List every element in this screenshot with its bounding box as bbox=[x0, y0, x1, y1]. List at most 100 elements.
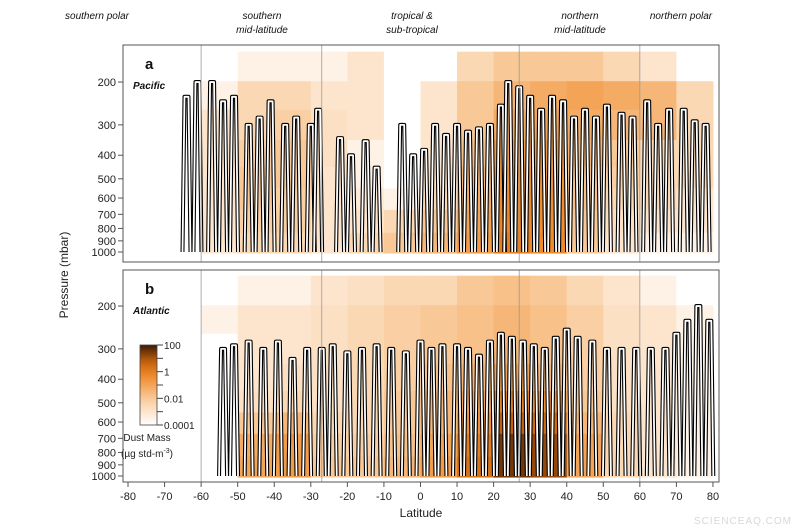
y-tick-label: 1000 bbox=[92, 471, 116, 483]
watermark: SCIENCEAQ.COM bbox=[694, 516, 792, 527]
flight-profile bbox=[291, 116, 302, 253]
flight-profile bbox=[591, 116, 601, 253]
x-tick-label: 70 bbox=[670, 491, 682, 503]
flight-profile bbox=[463, 347, 473, 477]
heatmap-cell bbox=[347, 51, 385, 82]
heatmap-cell bbox=[639, 333, 677, 365]
flight-profile bbox=[243, 340, 254, 477]
y-tick-label: 900 bbox=[98, 460, 116, 472]
flight-profile bbox=[700, 123, 711, 253]
heatmap-cell bbox=[237, 51, 275, 82]
heatmap-cell bbox=[347, 275, 385, 306]
heatmap-cell bbox=[274, 51, 312, 82]
flight-profile bbox=[602, 104, 612, 253]
region-label: tropical & bbox=[391, 11, 433, 22]
x-tick-label: -40 bbox=[266, 491, 282, 503]
ocean-label: Pacific bbox=[133, 81, 166, 92]
heatmap-cell bbox=[639, 305, 677, 335]
x-tick-label: 40 bbox=[561, 491, 573, 503]
heatmap-cell bbox=[603, 305, 641, 335]
y-tick-label: 400 bbox=[98, 374, 116, 386]
heatmap-cell bbox=[237, 412, 275, 435]
flight-profile bbox=[342, 351, 353, 477]
flight-profile bbox=[631, 347, 642, 477]
y-tick-label: 300 bbox=[98, 120, 116, 132]
flight-profile bbox=[485, 123, 495, 253]
flight-profile bbox=[426, 347, 437, 477]
x-tick-label: 0 bbox=[417, 491, 423, 503]
flight-profile bbox=[437, 344, 448, 477]
y-tick-label: 600 bbox=[98, 417, 116, 429]
flight-profile bbox=[664, 108, 674, 253]
region-label: northern bbox=[561, 11, 599, 22]
flight-profile bbox=[192, 81, 203, 253]
plot-frame bbox=[122, 44, 720, 263]
flight-profile bbox=[569, 116, 579, 253]
heatmap-cell bbox=[639, 51, 677, 82]
heatmap-cell bbox=[676, 51, 714, 82]
y-tick-label: 400 bbox=[98, 150, 116, 162]
heatmap-cell bbox=[237, 333, 275, 365]
x-tick-label: -80 bbox=[120, 491, 136, 503]
flight-profile bbox=[660, 347, 671, 477]
heatmap-cell bbox=[420, 81, 458, 111]
flight-profile bbox=[539, 347, 550, 477]
heatmap-cell bbox=[274, 305, 312, 335]
flight-profile bbox=[525, 95, 536, 253]
heatmap-cell bbox=[347, 81, 385, 111]
flight-profile bbox=[287, 358, 298, 477]
flight-profile bbox=[627, 116, 638, 253]
x-tick-label: -60 bbox=[193, 491, 209, 503]
colorbar-title: Dust Mass bbox=[123, 433, 170, 444]
heatmap-cell bbox=[310, 81, 348, 111]
heatmap-cell bbox=[493, 275, 531, 306]
heatmap-cell bbox=[383, 232, 421, 254]
flight-profile bbox=[265, 100, 276, 253]
heatmap-cell bbox=[201, 275, 239, 306]
flight-profile bbox=[386, 347, 397, 477]
flight-profile bbox=[653, 123, 664, 253]
flight-profile bbox=[181, 95, 192, 253]
x-tick-label: -70 bbox=[157, 491, 173, 503]
flight-profile bbox=[602, 347, 612, 477]
colorbar-units-close: ) bbox=[170, 449, 173, 460]
flight-profile bbox=[689, 120, 700, 253]
x-tick-label: 20 bbox=[487, 491, 499, 503]
heatmap-cell bbox=[566, 81, 604, 111]
heatmap-cell bbox=[566, 364, 604, 392]
heatmap-cell bbox=[603, 51, 641, 82]
flight-profile bbox=[371, 166, 382, 253]
flight-profile bbox=[506, 336, 517, 477]
heatmap-cell bbox=[566, 51, 604, 82]
flight-profile bbox=[561, 328, 572, 477]
x-tick-label: -30 bbox=[303, 491, 319, 503]
panel-letter: b bbox=[145, 281, 154, 298]
flight-profile bbox=[258, 347, 269, 477]
heatmap-cell bbox=[237, 275, 275, 306]
y-tick-label: 300 bbox=[98, 344, 116, 356]
flight-profile bbox=[645, 347, 656, 477]
colorbar-tick-label: 1 bbox=[164, 368, 170, 379]
heatmap-cell bbox=[310, 51, 348, 82]
heatmap-cell bbox=[420, 51, 458, 82]
heatmap-cell bbox=[237, 391, 275, 413]
flight-profile bbox=[550, 336, 561, 477]
y-tick-label: 700 bbox=[98, 433, 116, 445]
flight-profile bbox=[335, 137, 345, 253]
colorbar-tick-label: 0.01 bbox=[164, 394, 184, 405]
heatmap-cell bbox=[237, 364, 275, 392]
flight-profile bbox=[371, 344, 382, 477]
flight-profile bbox=[485, 340, 495, 477]
heatmap-cell bbox=[639, 364, 677, 392]
y-tick-label: 900 bbox=[98, 236, 116, 248]
y-tick-label: 500 bbox=[98, 398, 116, 410]
y-tick-label: 200 bbox=[98, 301, 116, 313]
flight-profile bbox=[587, 340, 598, 477]
flight-profile bbox=[671, 332, 682, 477]
y-tick-label: 1000 bbox=[92, 247, 116, 259]
flight-profile bbox=[558, 100, 568, 253]
